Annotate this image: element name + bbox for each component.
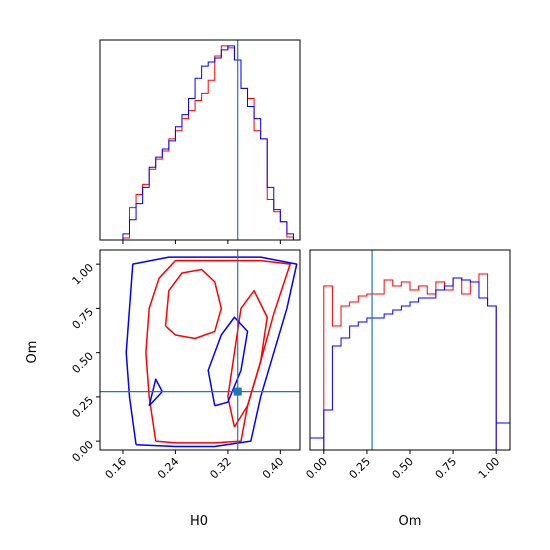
om-xtick-label-1: 0.25 <box>347 455 374 482</box>
truth-marker <box>233 387 242 396</box>
h0-marginal-panel <box>99 39 301 244</box>
contour-1-0 <box>125 256 298 448</box>
h0-xtick-label-3: 0.40 <box>260 455 287 482</box>
contour-0-2 <box>227 289 268 428</box>
om-xtick-label-0: 0.00 <box>303 455 330 482</box>
om-ytick-label-4: 1.00 <box>70 261 97 288</box>
om-xtick-label-4: 1.00 <box>476 455 503 482</box>
h0-xtick-label-2: 0.32 <box>207 455 234 482</box>
contour-1-1 <box>207 316 249 407</box>
contour-0-0 <box>145 259 291 444</box>
h0-histogram-1 <box>122 45 294 240</box>
h0-marginal-frame <box>99 39 301 241</box>
h0-om-contour-panel: 0.16 0.24 0.32 0.40 0.00 0.25 0.50 0.75 1.00 <box>70 249 301 482</box>
om-ytick-label-0: 0.00 <box>70 438 97 465</box>
om-marginal-frame <box>309 249 511 451</box>
om-xtick-label-2: 0.50 <box>390 455 417 482</box>
x-axis-label-h0: H0 <box>190 514 208 529</box>
om-ytick-label-3: 0.75 <box>70 305 97 332</box>
om-marginal-panel: 0.00 0.25 0.50 0.75 1.00 <box>303 249 511 482</box>
om-xtick-label-3: 0.75 <box>433 455 460 482</box>
contour-1-2 <box>148 378 164 407</box>
y-axis-label-om: Om <box>25 341 40 364</box>
h0-xtick-label-0: 0.16 <box>103 455 130 482</box>
x-axis-label-om: Om <box>399 514 422 529</box>
om-histogram-0 <box>323 273 497 450</box>
h0-xtick-label-1: 0.24 <box>155 455 182 482</box>
contour-frame <box>99 249 301 451</box>
om-ytick-label-2: 0.50 <box>70 350 97 377</box>
contour-0-1 <box>164 268 223 340</box>
om-histogram-1 <box>323 277 497 450</box>
h0-histogram-0 <box>122 45 294 240</box>
om-ytick-label-1: 0.25 <box>70 394 97 421</box>
contour-group <box>125 256 298 448</box>
